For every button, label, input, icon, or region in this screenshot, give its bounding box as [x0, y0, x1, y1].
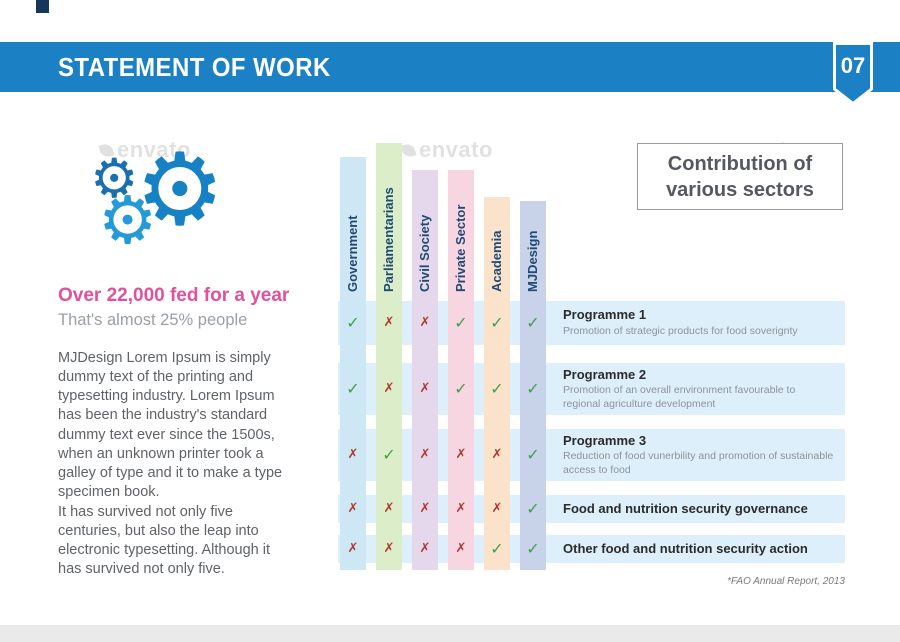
matrix-mark	[376, 313, 402, 333]
row-title: Programme 2	[563, 366, 647, 382]
column-label: Civil Society	[417, 214, 432, 292]
page-title: STATEMENT OF WORK	[58, 52, 331, 82]
matrix-mark	[484, 539, 510, 559]
row-subtitle: Promotion of strategic products for food…	[563, 324, 798, 337]
matrix-mark	[520, 539, 546, 559]
matrix-mark	[376, 539, 402, 559]
row-title: Programme 1	[563, 307, 647, 323]
corner-tab	[36, 0, 49, 13]
page-number: 07	[840, 53, 866, 78]
matrix-mark	[376, 379, 402, 399]
matrix-mark	[340, 539, 366, 559]
matrix-mark	[412, 379, 438, 399]
row-title: Other food and nutrition security action	[563, 541, 808, 557]
matrix-mark	[520, 445, 546, 465]
matrix-mark	[412, 499, 438, 519]
matrix-mark	[340, 499, 366, 519]
watermark-text: envato	[419, 137, 493, 162]
matrix-mark	[520, 313, 546, 333]
row-text: Programme 3 Reduction of food vunerbilit…	[563, 429, 835, 481]
sectors-title-box: Contribution of various sectors	[637, 143, 843, 210]
matrix-mark	[448, 539, 474, 559]
envato-watermark: envato	[400, 137, 493, 163]
matrix-mark	[448, 499, 474, 519]
matrix-mark	[412, 313, 438, 333]
gear-icon: ⚙	[135, 131, 225, 248]
gear-icon: ⚙	[98, 182, 158, 259]
body-paragraph: It has survived not only five centuries,…	[58, 504, 270, 578]
matrix-mark	[340, 379, 366, 399]
row-text: Programme 2 Promotion of an overall envi…	[563, 363, 835, 415]
page-number-badge: 07	[833, 42, 873, 106]
header-bar: STATEMENT OF WORK 07	[0, 42, 900, 106]
matrix-mark	[484, 379, 510, 399]
body-paragraph: MJDesign Lorem Ipsum is simply dummy tex…	[58, 350, 283, 500]
badge-pentagon-shape	[833, 42, 873, 106]
row-subtitle: Reduction of food vunerbility and promot…	[563, 450, 834, 476]
column-label: MJDesign	[525, 230, 540, 292]
matrix-mark	[520, 379, 546, 399]
row-text: Programme 1 Promotion of strategic produ…	[563, 301, 835, 345]
matrix-mark	[448, 379, 474, 399]
leaf-icon	[400, 142, 417, 158]
matrix-mark	[448, 313, 474, 333]
matrix-mark	[376, 499, 402, 519]
row-text: Other food and nutrition security action	[563, 535, 835, 563]
matrix-mark	[412, 539, 438, 559]
matrix-mark	[340, 445, 366, 465]
matrix-mark	[448, 445, 474, 465]
matrix-mark	[484, 499, 510, 519]
column-label: Academia	[489, 230, 504, 292]
row-title: Programme 3	[563, 432, 647, 448]
stat-headline: Over 22,000 fed for a year	[58, 285, 290, 306]
stat-subheadline: That's almost 25% people	[58, 311, 248, 329]
matrix-mark	[520, 499, 546, 519]
source-footnote: *FAO Annual Report, 2013	[727, 576, 845, 587]
row-text: Food and nutrition security governance	[563, 495, 835, 523]
column-label: Government	[345, 215, 360, 292]
matrix-mark	[376, 445, 402, 465]
matrix-mark	[484, 313, 510, 333]
matrix-mark	[340, 313, 366, 333]
column-label: Parliamentarians	[381, 187, 396, 292]
matrix-mark	[412, 445, 438, 465]
matrix-mark	[484, 445, 510, 465]
gear-icon: ⚙	[90, 147, 139, 210]
row-subtitle: Promotion of an overall environment favo…	[563, 384, 796, 410]
column-label: Private Sector	[453, 204, 468, 292]
bottom-strip	[0, 625, 900, 642]
row-title: Food and nutrition security governance	[563, 501, 808, 517]
